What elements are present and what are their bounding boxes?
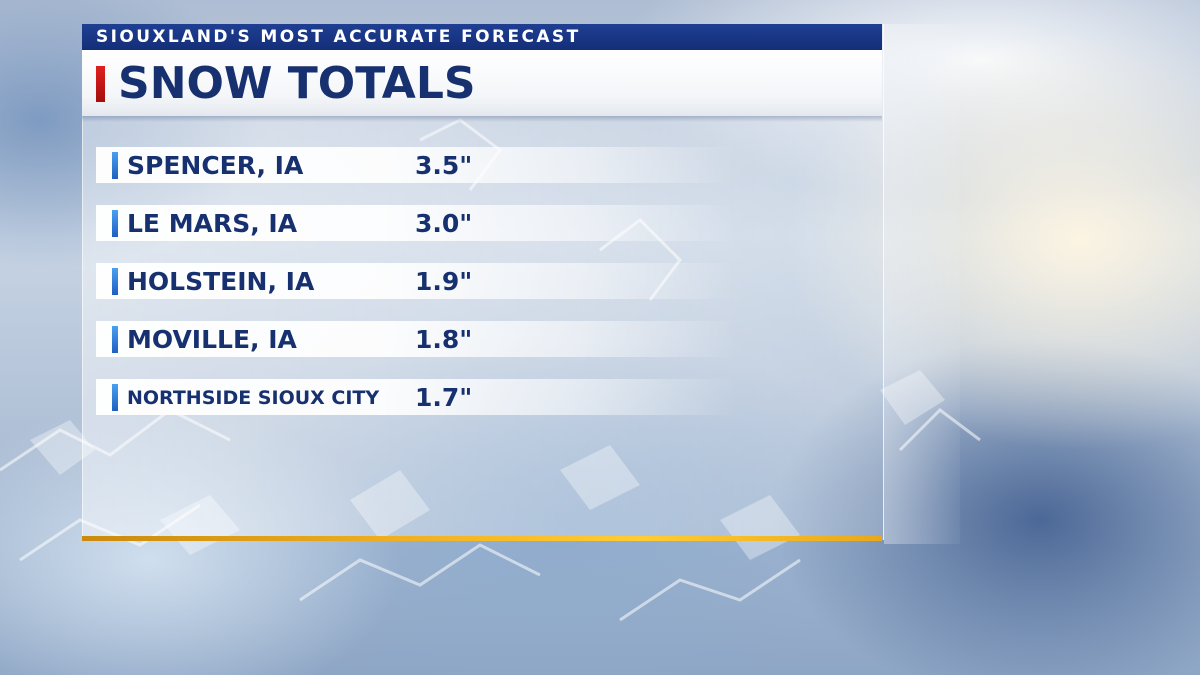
snow-amount: 1.8" [415,325,473,354]
tagline-bar: SIOUXLAND'S MOST ACCURATE FORECAST [82,24,882,50]
title-accent-marker [96,66,105,102]
snow-amount: 1.9" [415,267,473,296]
title-bar: SNOW TOTALS [82,50,882,116]
title-shadow [82,116,882,122]
row-accent-marker [112,384,118,411]
snow-amount: 1.7" [415,383,473,412]
city-name: SPENCER, IA [127,151,304,180]
row-accent-marker [112,152,118,179]
city-name: LE MARS, IA [127,209,298,238]
snow-amount: 3.5" [415,151,473,180]
page-title: SNOW TOTALS [118,58,476,109]
row-accent-marker [112,210,118,237]
tagline-text: SIOUXLAND'S MOST ACCURATE FORECAST [96,27,581,47]
row-accent-marker [112,326,118,353]
snow-total-row: NORTHSIDE SIOUX CITY 1.7" [96,379,736,415]
city-name: HOLSTEIN, IA [127,267,315,296]
snow-total-row: HOLSTEIN, IA 1.9" [96,263,736,299]
decorative-glass-strip [884,24,960,544]
city-name: NORTHSIDE SIOUX CITY [127,387,380,409]
city-name: MOVILLE, IA [127,325,297,354]
snow-total-row: SPENCER, IA 3.5" [96,147,736,183]
snow-total-row: LE MARS, IA 3.0" [96,205,736,241]
bottom-accent-line [82,536,882,541]
snow-amount: 3.0" [415,209,473,238]
row-accent-marker [112,268,118,295]
snow-total-row: MOVILLE, IA 1.8" [96,321,736,357]
